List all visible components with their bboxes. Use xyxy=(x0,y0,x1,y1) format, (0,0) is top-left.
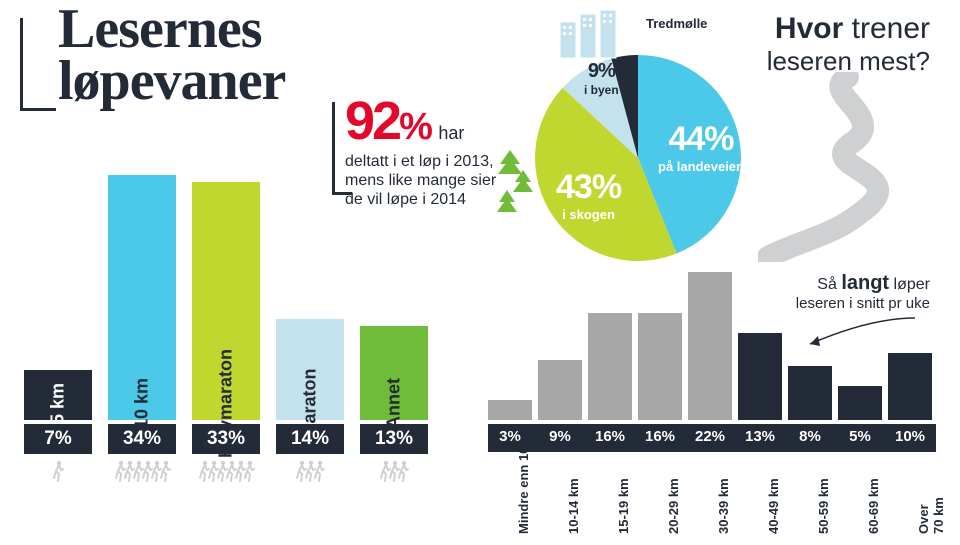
distance-bar xyxy=(688,272,732,420)
pie-slice-pct: 5% xyxy=(636,34,659,52)
distance-bar xyxy=(538,360,582,420)
race-bar: 5 km xyxy=(24,370,92,420)
runner-icon xyxy=(159,460,171,482)
distance-bar-pct: 16% xyxy=(638,428,682,445)
pie-slice-label: Tredmølle xyxy=(646,16,707,31)
pie-slice-label: 44%på landeveien xyxy=(658,120,744,174)
distance-bar-label: 10-14 km xyxy=(566,478,581,534)
race-bar-pct: 33% xyxy=(192,424,260,454)
distance-bar-label: 30-39 km xyxy=(716,478,731,534)
distance-bar xyxy=(838,386,882,420)
race-bar-chart: 5 km 10 kmHalvmaratonMaratonAnnet xyxy=(24,130,454,420)
race-bar-pct: 13% xyxy=(360,424,428,454)
race-bar: Halvmaraton xyxy=(192,182,260,420)
distance-bar-label: Mindre enn 10 km xyxy=(516,424,531,534)
runner-group xyxy=(276,460,344,500)
langt-w2: langt xyxy=(841,272,889,294)
langt-heading: Så langt løper leseren i snitt pr uke xyxy=(796,272,930,312)
title-line-1: Lesernes xyxy=(58,4,285,56)
road-icon xyxy=(758,72,938,262)
hvor-word-2: trener xyxy=(852,12,930,45)
runner-icon xyxy=(313,460,325,482)
distance-bar xyxy=(888,353,932,420)
arrow-icon xyxy=(800,316,920,356)
distance-bar-pct: 22% xyxy=(688,428,732,445)
distance-bar-pct: 9% xyxy=(538,428,582,445)
distance-pct-row: 3%9%16%16%22%13%8%5%10% xyxy=(488,424,936,452)
race-bar: 10 km xyxy=(108,175,176,420)
langt-line-2: leseren i snitt pr uke xyxy=(796,295,930,312)
race-bar-label: 10 km xyxy=(132,378,153,429)
race-bar: Maraton xyxy=(276,319,344,420)
title-line-2: løpevaner xyxy=(58,56,285,108)
title-rule-horizontal xyxy=(20,108,56,111)
building-icons xyxy=(560,10,630,60)
race-bar-pct: 7% xyxy=(24,424,92,454)
runner-group xyxy=(192,460,260,500)
runner-group xyxy=(108,460,176,500)
distance-bar-label: Over 70 km xyxy=(916,490,946,534)
distance-bar-label: 15-19 km xyxy=(616,478,631,534)
title-rule-vertical xyxy=(20,18,23,110)
distance-bar-label: 60-69 km xyxy=(866,478,881,534)
runner-icon xyxy=(243,460,255,482)
runner-group xyxy=(24,460,92,500)
langt-w3: løper xyxy=(894,276,930,293)
distance-bar xyxy=(738,333,782,420)
race-bar-pct: 34% xyxy=(108,424,176,454)
race-bar-pct: 14% xyxy=(276,424,344,454)
distance-bar xyxy=(488,400,532,420)
distance-bar-label: 20-29 km xyxy=(666,478,681,534)
tree-icons xyxy=(495,150,535,220)
distance-bar xyxy=(638,313,682,420)
race-bar-label: Annet xyxy=(384,378,405,429)
langt-w1: Så xyxy=(817,276,837,293)
distance-bar xyxy=(588,313,632,420)
hvor-word-1: Hvor xyxy=(775,12,843,45)
pie-chart: 44%på landeveien43%i skogen9%i byenTredm… xyxy=(518,28,758,248)
race-bar-label: 5 km xyxy=(48,383,69,424)
distance-bar-pct: 5% xyxy=(838,428,882,445)
distance-bar-pct: 16% xyxy=(588,428,632,445)
distance-bar-label: 40-49 km xyxy=(766,478,781,534)
runner-icon xyxy=(397,460,409,482)
hvor-heading: Hvor trener leseren mest? xyxy=(767,12,930,77)
runner-group xyxy=(360,460,428,500)
pie-slice-label: 9%i byen xyxy=(584,60,619,97)
page-title: Lesernes løpevaner xyxy=(58,4,285,107)
distance-bar-pct: 13% xyxy=(738,428,782,445)
distance-bar-pct: 8% xyxy=(788,428,832,445)
distance-bar xyxy=(788,366,832,420)
distance-bar-label: 50-59 km xyxy=(816,478,831,534)
runner-icon xyxy=(52,460,64,482)
distance-bar-pct: 10% xyxy=(888,428,932,445)
race-bar: Annet xyxy=(360,326,428,420)
pie-slice-label: 43%i skogen xyxy=(556,168,621,222)
